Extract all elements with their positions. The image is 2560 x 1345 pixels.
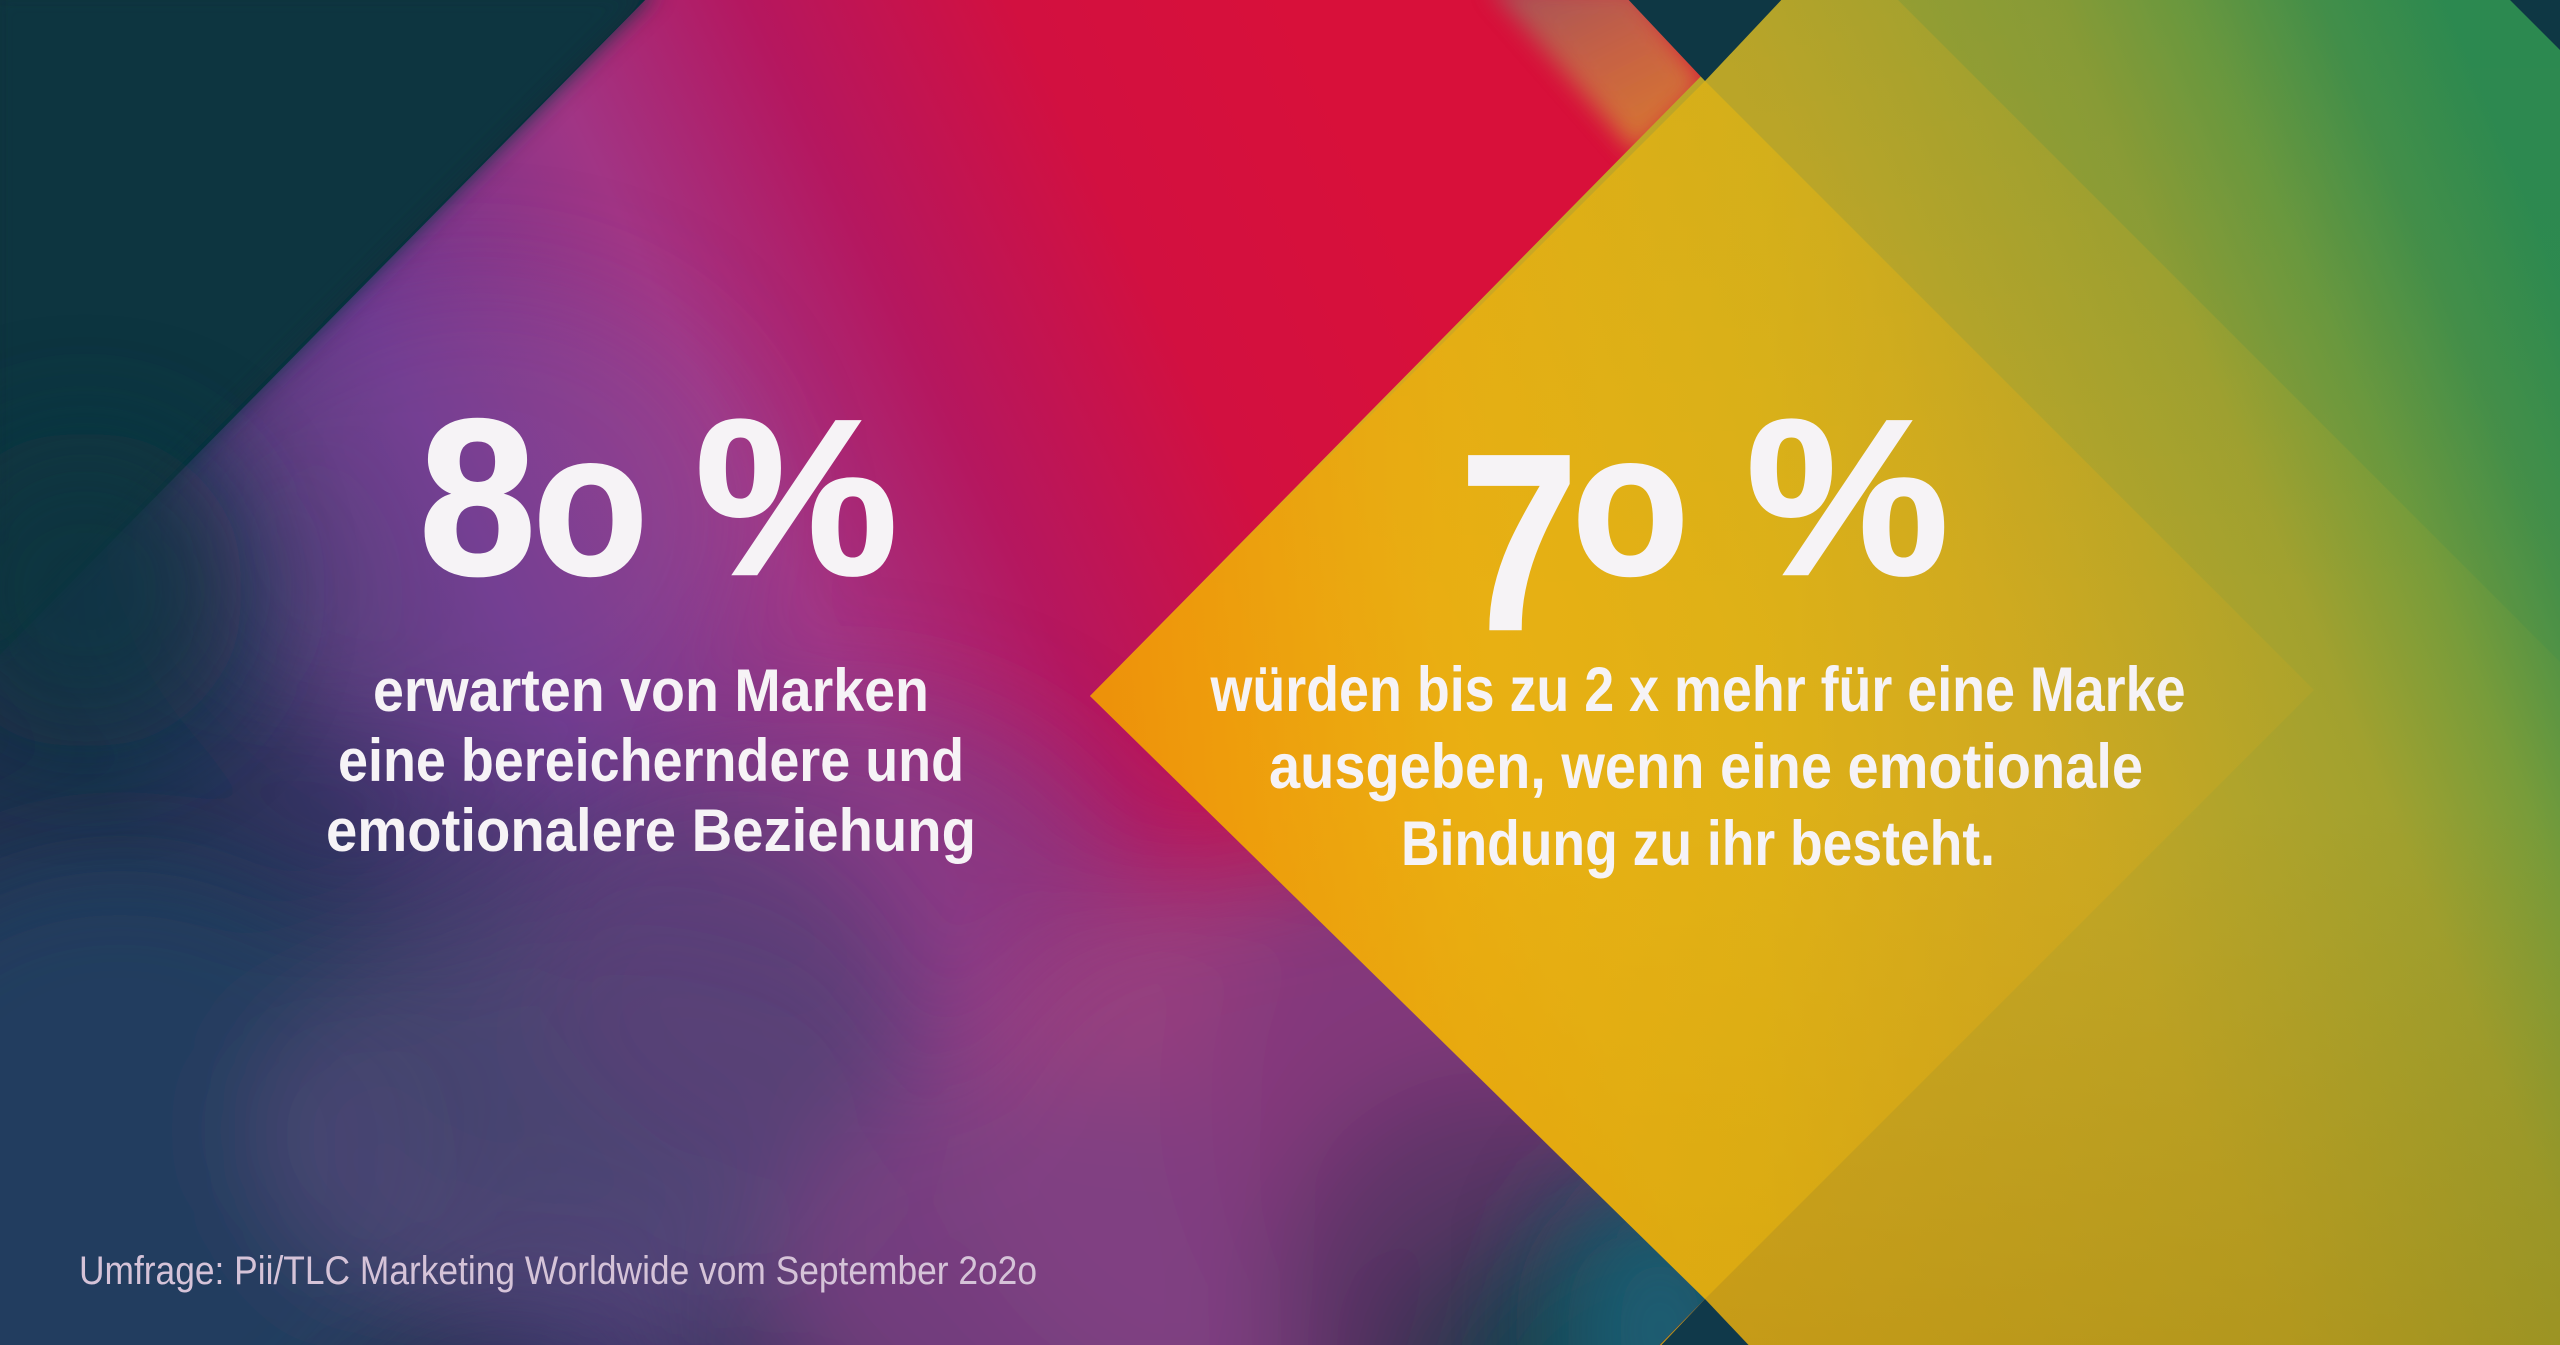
svg-text:ausgeben, wenn eine emotionale: ausgeben, wenn eine emotionale <box>1269 732 2143 802</box>
svg-text:eine bereicherndere und: eine bereicherndere und <box>338 727 964 794</box>
svg-text:%: % <box>695 374 898 622</box>
svg-text:7: 7 <box>1460 403 1578 683</box>
svg-text:erwarten von Marken: erwarten von Marken <box>373 657 929 724</box>
svg-text:o: o <box>1572 390 1689 618</box>
svg-text:%: % <box>1746 374 1949 622</box>
svg-text:würden bis zu 2 x mehr für ein: würden bis zu 2 x mehr für eine Marke <box>1210 655 2186 725</box>
svg-text:emotionalere Beziehung: emotionalere Beziehung <box>326 797 976 864</box>
svg-text:o: o <box>533 390 648 618</box>
svg-text:Bindung zu ihr besteht.: Bindung zu ihr besteht. <box>1401 809 1995 879</box>
svg-text:8: 8 <box>419 374 536 622</box>
svg-text:Umfrage: Pii/TLC Marketing Wor: Umfrage: Pii/TLC Marketing Worldwide vom… <box>79 1249 1037 1293</box>
